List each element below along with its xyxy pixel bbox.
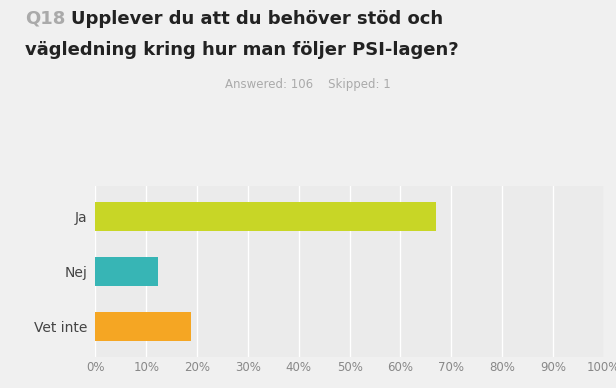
Text: Upplever du att du behöver stöd och: Upplever du att du behöver stöd och <box>71 10 443 28</box>
Bar <box>95 202 436 231</box>
Bar <box>95 312 192 341</box>
Text: vägledning kring hur man följer PSI-lagen?: vägledning kring hur man följer PSI-lage… <box>25 41 458 59</box>
Text: Answered: 106    Skipped: 1: Answered: 106 Skipped: 1 <box>225 78 391 91</box>
Bar <box>95 257 158 286</box>
Text: Q18: Q18 <box>25 10 65 28</box>
